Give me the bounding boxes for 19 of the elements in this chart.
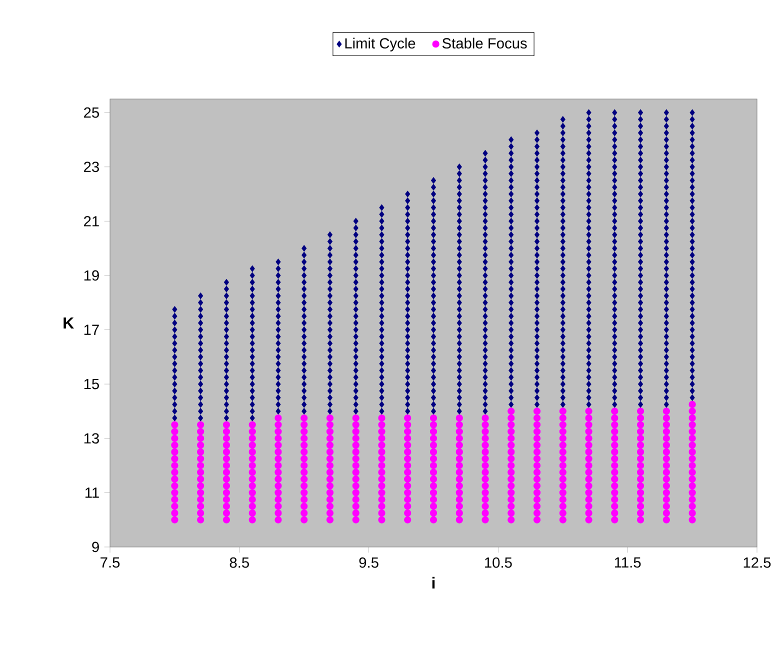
y-tick-label: 9 [92,542,99,552]
legend-label: Limit Cycle [345,38,416,52]
x-tick-label: 9.5 [359,557,378,568]
y-tick-label: 25 [84,107,99,118]
x-tick-label: 12.5 [744,557,771,568]
y-tick-label: 19 [84,270,99,281]
legend-label: Stable Focus [442,38,527,49]
x-tick-label: 7.5 [100,557,120,568]
x-tick-label: 10.5 [485,557,512,568]
y-axis-title: K [64,317,74,328]
x-tick-label: 11.5 [614,557,641,568]
y-tick-label: 11 [85,488,99,498]
y-tick-label: 17 [84,324,99,335]
y-tick-label: 15 [84,378,99,390]
x-axis-title: i [432,576,435,589]
y-tick-label: 23 [84,162,99,172]
y-tick-label: 13 [84,433,99,444]
x-tick-label: 8.5 [230,557,249,568]
y-tick-label: 21 [84,216,99,226]
